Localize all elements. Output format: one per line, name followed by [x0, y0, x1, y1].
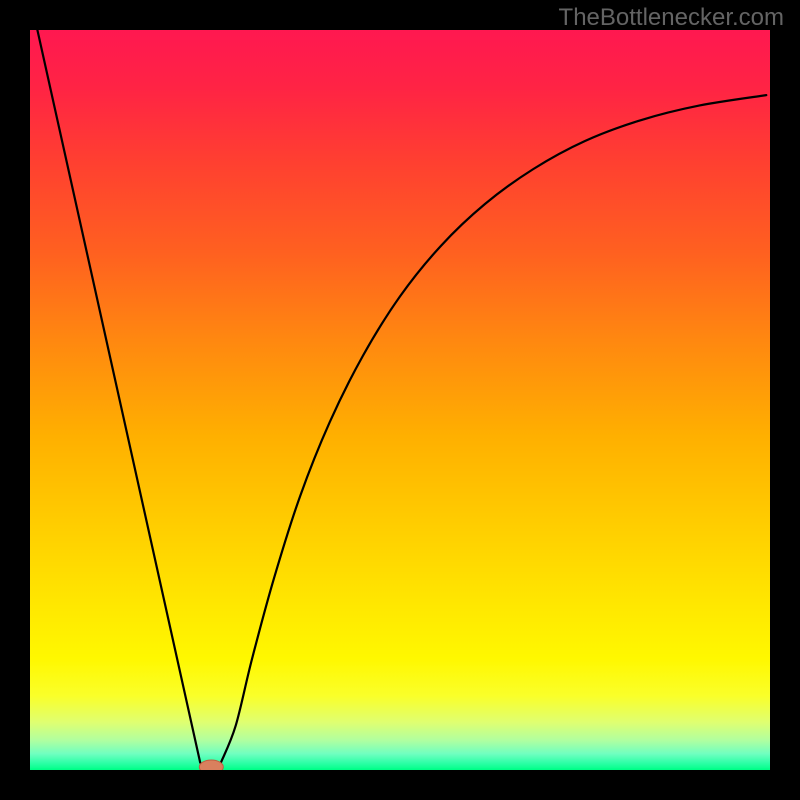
vertex-marker: [199, 760, 223, 770]
gradient-background: [30, 30, 770, 770]
plot-svg: [30, 30, 770, 770]
chart-frame: TheBottlenecker.com: [0, 0, 800, 800]
watermark-text: TheBottlenecker.com: [559, 4, 784, 32]
plot-area: [30, 30, 770, 770]
